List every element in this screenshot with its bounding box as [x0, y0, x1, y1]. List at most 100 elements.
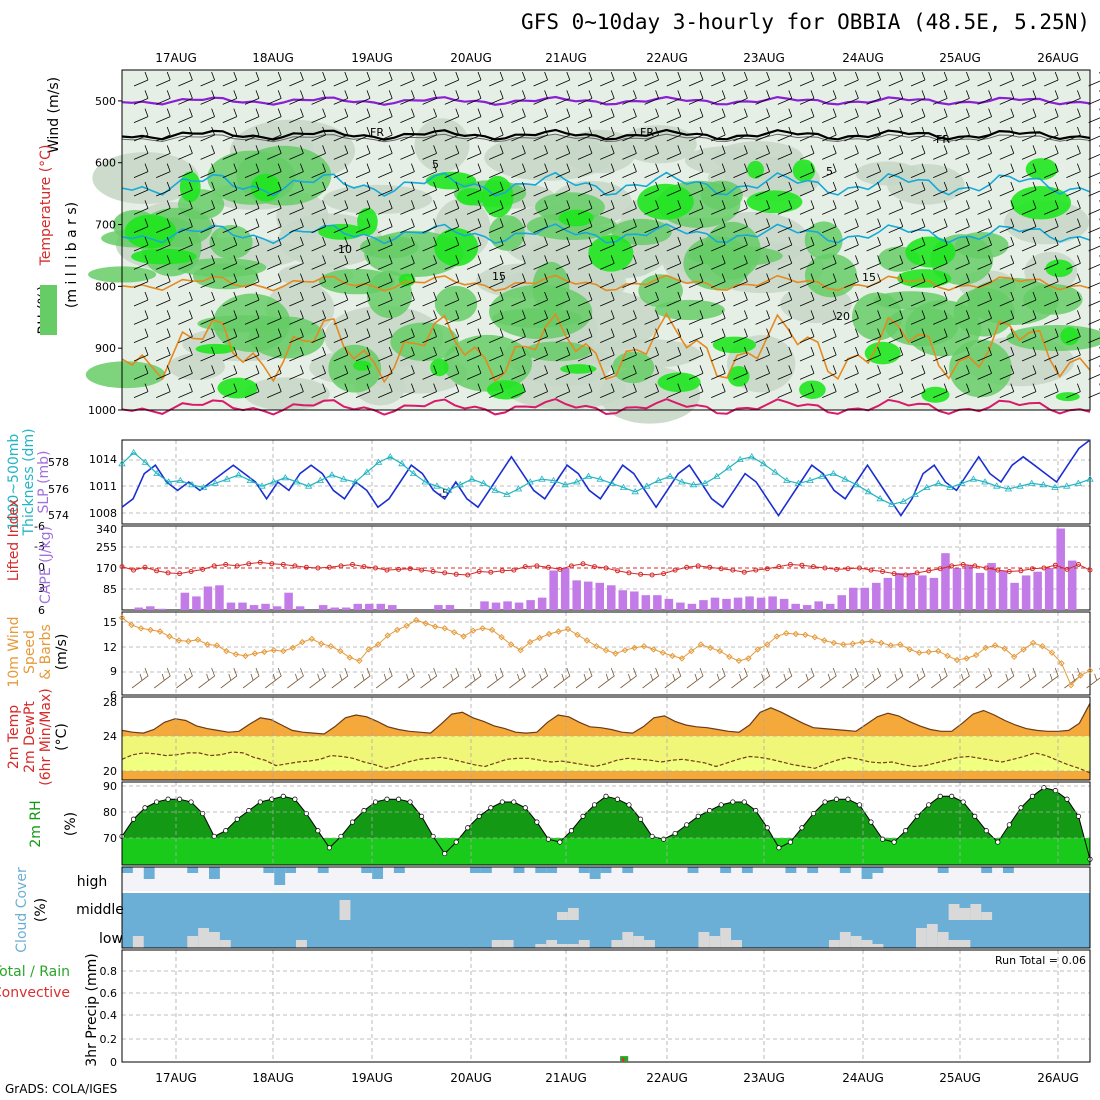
rh-shade-mid	[168, 353, 226, 381]
wind-barb	[644, 291, 659, 307]
rh-shade-green	[434, 285, 478, 322]
wind-barb	[888, 365, 904, 380]
li-marker	[937, 566, 943, 572]
wind-speed-marker	[374, 641, 382, 648]
wind-barb	[755, 328, 770, 344]
rh2m-marker	[223, 828, 229, 834]
wind-barb	[622, 71, 637, 87]
cape-bar	[226, 602, 236, 610]
dewpoint-fill	[122, 736, 1090, 771]
wind-barb	[200, 163, 215, 179]
wind-barb	[688, 365, 704, 380]
wind-barb	[888, 291, 904, 307]
wind-barb	[400, 90, 415, 105]
thickness-marker	[818, 472, 826, 479]
wind-barb	[400, 108, 415, 124]
wind-barb	[955, 236, 970, 252]
wind-barb-10m	[220, 667, 238, 689]
axis-label-temp-3: (6hr Min/Max)	[38, 688, 54, 785]
wind-speed-marker	[887, 642, 894, 649]
wind-barb	[888, 273, 904, 289]
thickness-marker	[887, 500, 896, 507]
wind-barb	[999, 255, 1015, 270]
wind-barb	[355, 108, 371, 124]
cloud-low-gap	[861, 940, 873, 948]
cloud-high-bar	[470, 867, 481, 873]
wind-speed-marker	[707, 644, 714, 652]
wind-barb	[133, 273, 149, 289]
wind-barb	[222, 310, 238, 325]
thickness-marker	[911, 490, 919, 497]
wind-barb	[888, 255, 904, 270]
cloud-low-gap	[709, 936, 721, 948]
wind-speed-marker	[251, 650, 259, 657]
wind-barb	[1066, 163, 1081, 179]
wind-speed-marker	[574, 631, 581, 639]
wind-barb	[156, 200, 171, 215]
cloud-middle-gap	[567, 908, 579, 920]
wind-barb	[755, 126, 770, 142]
date-label-bottom: 19AUG	[351, 1071, 393, 1085]
rh2m-marker	[442, 851, 448, 857]
li-marker	[119, 564, 125, 570]
wind-barb	[1021, 365, 1037, 380]
thickness-marker	[771, 468, 779, 475]
rh-shade-bright	[727, 365, 750, 387]
cloud-low-gap	[698, 932, 710, 948]
wind-barb	[1066, 200, 1081, 215]
wind-barb	[955, 108, 970, 124]
wind-barb	[600, 383, 615, 399]
wind-barb	[333, 200, 349, 215]
wind-barb	[910, 383, 926, 399]
wind-speed-marker	[602, 646, 610, 654]
wind-barb	[289, 163, 304, 179]
rh-shade-bright	[217, 377, 258, 399]
thickness-marker	[1074, 479, 1083, 486]
wind-barb	[666, 236, 682, 252]
wind-speed-marker	[669, 652, 676, 660]
wind-barb	[1088, 145, 1100, 160]
wind-barb	[133, 90, 149, 105]
cape-tick: 170	[96, 562, 117, 575]
wind-barb	[289, 328, 304, 344]
wind-barb	[533, 145, 548, 160]
wind-barb	[733, 383, 748, 399]
rh-shade-bright	[921, 386, 950, 403]
isotherm-label: FR	[936, 133, 950, 146]
wind-speed-marker	[963, 655, 970, 662]
wind-barb	[977, 108, 992, 124]
wind-barb	[222, 218, 238, 234]
wind-barb-10m	[797, 667, 815, 689]
wind-barb-10m	[975, 667, 993, 689]
wind-barb	[822, 328, 837, 344]
rh2m-marker	[833, 796, 840, 802]
wind-barb	[133, 126, 149, 142]
wind-barb	[799, 328, 815, 344]
wind-barb	[422, 255, 437, 270]
wind-barb	[577, 273, 593, 289]
wind-barb	[333, 255, 349, 270]
cape-bar	[445, 605, 455, 610]
rh-shade-mid	[886, 163, 965, 205]
wind-barb	[333, 71, 349, 87]
cloud-low-gap	[187, 936, 199, 948]
wind-barb	[466, 71, 482, 87]
wind-barb	[222, 291, 238, 307]
wind-barb	[977, 346, 992, 362]
wind-speed-marker	[270, 646, 278, 654]
wind-barb	[688, 383, 704, 399]
rh2m-marker	[695, 813, 701, 819]
wind-barb	[355, 346, 371, 362]
wind-barb	[999, 236, 1015, 252]
wind-barb	[267, 90, 282, 105]
li-marker	[292, 563, 298, 569]
wind-barb	[955, 163, 970, 179]
wind-barb	[999, 383, 1015, 399]
rh2m-marker	[856, 802, 863, 808]
wind-barb	[600, 90, 615, 105]
wind-barb	[688, 71, 704, 87]
wind-barb	[866, 383, 881, 399]
wind-speed-marker	[337, 647, 344, 655]
wind-barb	[267, 310, 282, 325]
isotherm-5	[121, 171, 1091, 197]
